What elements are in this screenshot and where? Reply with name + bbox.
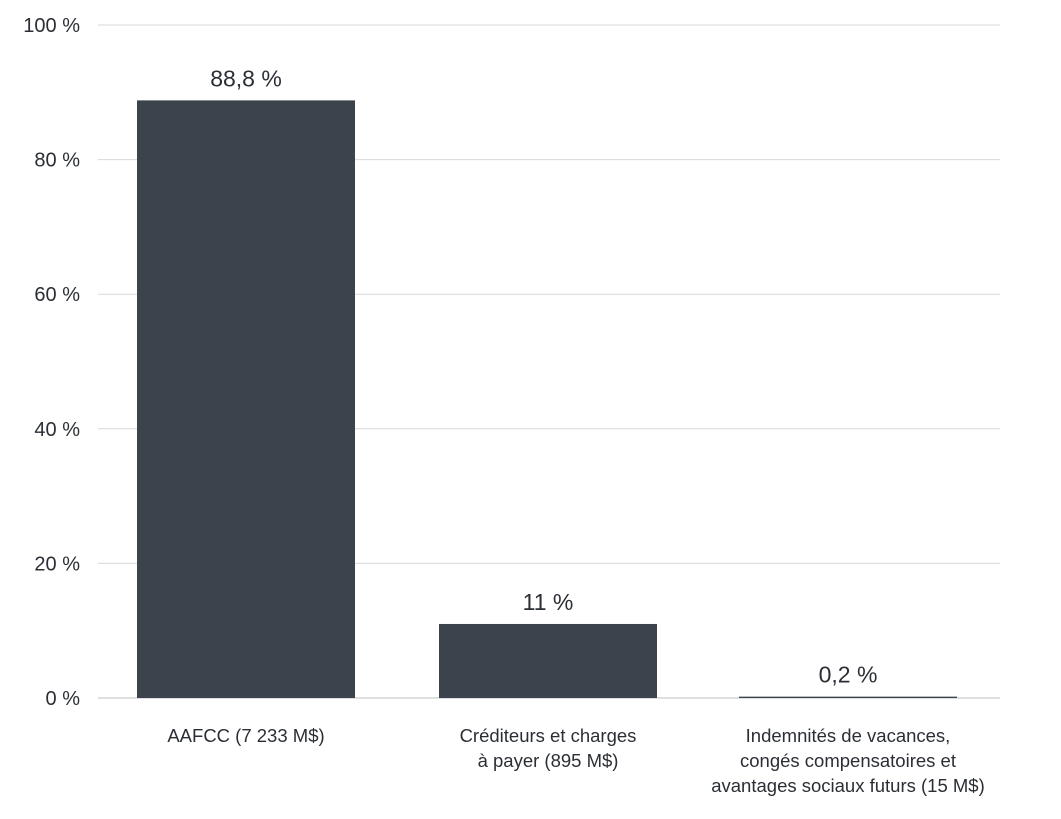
- bar: [137, 100, 355, 699]
- y-tick-label: 40 %: [34, 419, 80, 441]
- bar: [439, 623, 657, 698]
- bars: [137, 100, 957, 699]
- y-tick-label: 0 %: [46, 688, 81, 710]
- category-label: Créditeurs et charges: [460, 725, 637, 746]
- category-label: à payer (895 M$): [478, 750, 619, 771]
- category-labels: AAFCC (7 233 M$) Créditeurs et charges à p…: [167, 725, 984, 796]
- data-label: 11 %: [523, 589, 574, 615]
- y-tick-label: 80 %: [34, 150, 80, 172]
- category-label: avantages sociaux futurs (15 M$): [711, 775, 985, 796]
- data-label: 88,8 %: [210, 65, 282, 91]
- y-tick-label: 20 %: [34, 553, 80, 575]
- category-label: congés compensatoires et: [740, 750, 956, 771]
- bar: [739, 696, 957, 698]
- category-label: Indemnités de vacances,: [746, 725, 951, 746]
- y-tick-label: 60 %: [34, 284, 80, 306]
- data-label: 0,2 %: [819, 662, 878, 688]
- y-tick-label: 100 %: [23, 15, 80, 37]
- data-labels: 88,8 % 11 % 0,2 %: [210, 65, 877, 687]
- y-axis-tick-labels: 0 % 20 % 40 % 60 % 80 % 100 %: [23, 15, 80, 710]
- category-label: AAFCC (7 233 M$): [167, 725, 324, 746]
